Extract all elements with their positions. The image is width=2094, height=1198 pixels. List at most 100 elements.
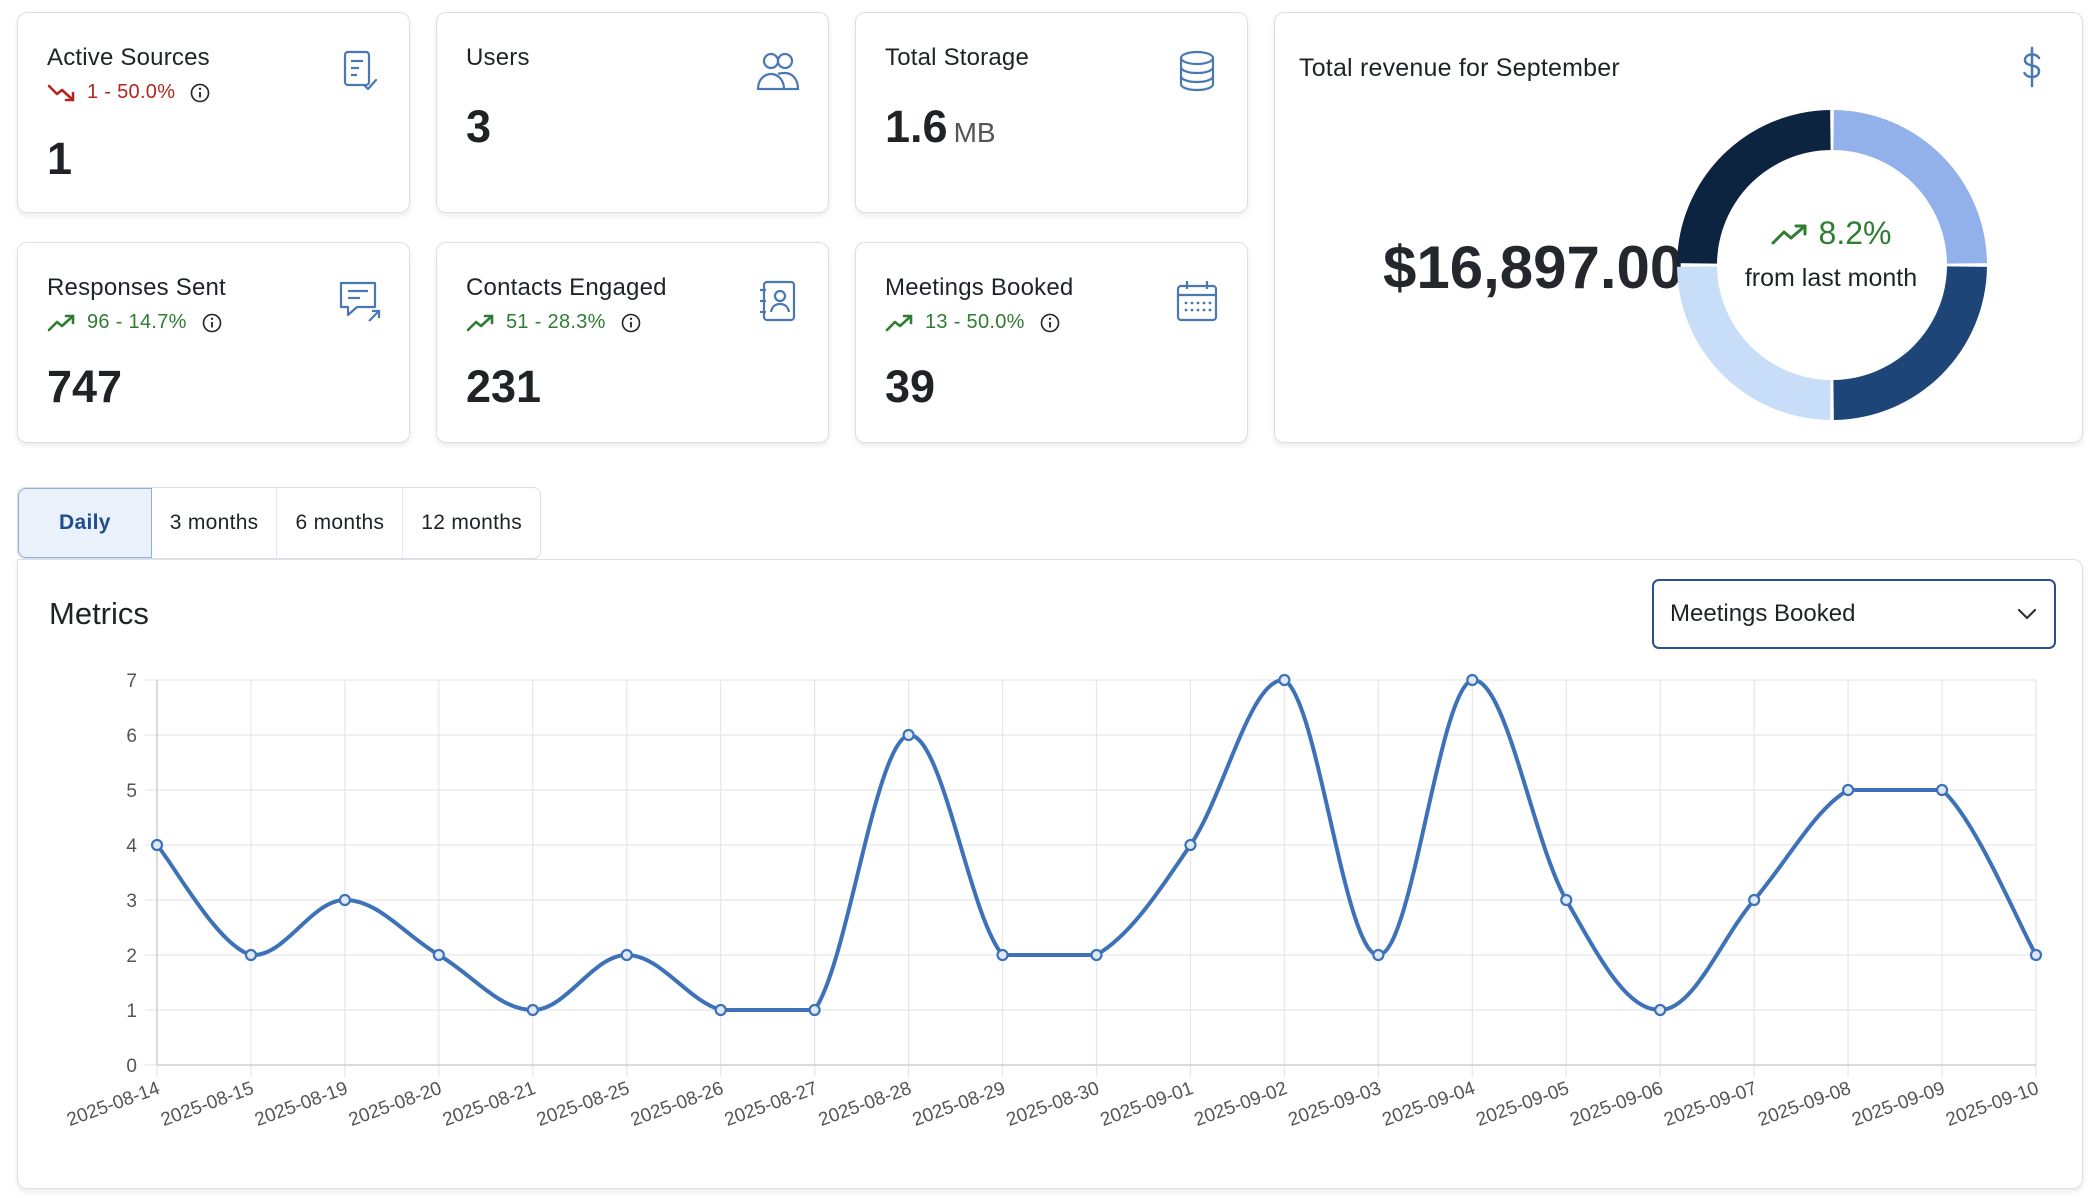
contact-book-icon <box>760 280 796 322</box>
data-point[interactable] <box>996 948 1009 962</box>
x-tick-label: 2025-08-28 <box>816 1078 915 1131</box>
stat-card-meetings-booked: Meetings Booked 13 - 50.0% 39 <box>855 242 1248 443</box>
stat-value: 1 <box>47 133 72 185</box>
data-point[interactable] <box>1278 673 1291 687</box>
data-point[interactable] <box>432 948 445 962</box>
calendar-icon <box>1176 281 1218 322</box>
stat-title: Total Storage <box>885 44 1030 71</box>
data-point[interactable] <box>1935 783 1949 797</box>
x-tick-label: 2025-08-26 <box>628 1078 727 1131</box>
y-tick-label: 3 <box>126 891 137 912</box>
stat-trend: 13 - 50.0% <box>885 311 1061 334</box>
info-icon[interactable] <box>620 312 642 334</box>
stat-trend: 1 - 50.0% <box>47 81 211 104</box>
x-tick-label: 2025-08-21 <box>440 1078 539 1131</box>
stat-value-number: 747 <box>47 361 123 412</box>
stat-card-total-storage: Total Storage 1.6 MB <box>855 12 1248 213</box>
donut-segment-4[interactable] <box>1677 110 1831 264</box>
stat-trend-text: 1 - 50.0% <box>87 81 176 103</box>
revenue-change-label: from last month <box>1744 264 1918 292</box>
checklist-icon <box>343 50 378 91</box>
stat-value-number: 231 <box>466 361 542 412</box>
trend-up-icon <box>1771 224 1807 244</box>
stat-title: Active Sources <box>47 44 210 71</box>
dollar-icon <box>2023 46 2041 88</box>
data-point[interactable] <box>1372 948 1385 962</box>
tab-3-months[interactable]: 3 months <box>152 488 278 558</box>
revenue-title: Total revenue for September <box>1299 54 1620 82</box>
data-point[interactable] <box>714 1003 727 1017</box>
x-tick-label: 2025-09-07 <box>1661 1078 1760 1131</box>
x-tick-label: 2025-09-03 <box>1286 1078 1385 1131</box>
stat-trend: 51 - 28.3% <box>466 311 642 334</box>
tab-12-months[interactable]: 12 months <box>421 511 523 534</box>
revenue-amount: $16,897.00 <box>1383 234 1684 301</box>
stat-value-number: 1.6 <box>885 101 948 152</box>
donut-segment-3[interactable] <box>1677 266 1831 420</box>
stat-title: Meetings Booked <box>885 274 1074 301</box>
data-point[interactable] <box>1560 893 1573 907</box>
stat-value: 231 <box>466 361 541 413</box>
revenue-change-percent: 8.2% <box>1818 215 1892 251</box>
stat-trend: 96 - 14.7% <box>47 311 223 334</box>
stat-value-number: 39 <box>885 361 936 412</box>
info-icon[interactable] <box>189 82 211 104</box>
tab-daily[interactable]: Daily <box>18 488 152 558</box>
series-line <box>155 677 2038 1013</box>
trend-up-icon <box>466 314 494 331</box>
x-tick-label: 2025-08-29 <box>910 1078 1009 1131</box>
data-point[interactable] <box>526 1003 539 1017</box>
metric-select-value: Meetings Booked <box>1670 600 1856 627</box>
data-point[interactable] <box>1184 838 1197 852</box>
data-point[interactable] <box>1090 948 1103 962</box>
data-point[interactable] <box>1654 1003 1667 1017</box>
stat-value: 39 <box>885 361 935 413</box>
data-point[interactable] <box>150 838 164 852</box>
stat-card-active-sources: Active Sources 1 - 50.0% 1 <box>17 12 410 213</box>
y-tick-label: 1 <box>126 1001 137 1022</box>
y-tick-label: 6 <box>126 726 137 747</box>
y-tick-label: 2 <box>126 946 137 967</box>
x-tick-label: 2025-08-19 <box>252 1078 351 1131</box>
metrics-title: Metrics <box>49 596 149 631</box>
users-icon <box>756 52 800 91</box>
data-point[interactable] <box>620 948 633 962</box>
y-tick-label: 4 <box>126 836 137 857</box>
donut-segment-2[interactable] <box>1833 266 1987 420</box>
revenue-change: 8.2% from last month <box>1721 215 1941 293</box>
database-icon <box>1179 50 1215 92</box>
info-icon[interactable] <box>1039 312 1061 334</box>
stat-trend-text: 51 - 28.3% <box>506 311 606 333</box>
donut-segment-1[interactable] <box>1833 110 1987 264</box>
message-reply-icon <box>339 281 381 322</box>
data-point[interactable] <box>902 728 915 742</box>
data-point[interactable] <box>808 1003 821 1017</box>
stat-title: Responses Sent <box>47 274 226 301</box>
stat-value: 1.6 MB <box>885 101 996 153</box>
data-point[interactable] <box>1466 673 1479 687</box>
revenue-card: Total revenue for September $16,897.00 8… <box>1274 12 2083 443</box>
metric-select[interactable]: Meetings Booked <box>1652 579 2056 649</box>
x-tick-label: 2025-08-30 <box>1004 1078 1103 1131</box>
stat-title: Contacts Engaged <box>466 274 667 301</box>
x-tick-label: 2025-08-27 <box>722 1078 821 1131</box>
data-point[interactable] <box>2029 948 2043 962</box>
x-tick-label: 2025-09-09 <box>1849 1078 1948 1131</box>
x-tick-label: 2025-08-20 <box>346 1078 445 1131</box>
metrics-line-chart: 012345672025-08-142025-08-152025-08-1920… <box>64 671 2043 1131</box>
info-icon[interactable] <box>201 312 223 334</box>
x-tick-label: 2025-08-25 <box>534 1078 633 1131</box>
data-point[interactable] <box>338 893 351 907</box>
data-point[interactable] <box>1748 893 1761 907</box>
y-tick-label: 7 <box>126 671 137 692</box>
data-point[interactable] <box>1841 783 1855 797</box>
x-tick-label: 2025-09-01 <box>1098 1078 1197 1131</box>
data-point[interactable] <box>244 948 258 962</box>
y-tick-label: 0 <box>126 1056 137 1077</box>
tab-6-months[interactable]: 6 months <box>277 488 404 558</box>
trend-up-icon <box>885 314 913 331</box>
x-tick-label: 2025-09-10 <box>1943 1078 2042 1131</box>
metrics-card: Metrics Meetings Booked 0 1 2 3 4 5 6 7 2025-08-… <box>17 559 2083 1189</box>
stat-value: 747 <box>47 361 122 413</box>
stat-title: Users <box>466 44 530 71</box>
